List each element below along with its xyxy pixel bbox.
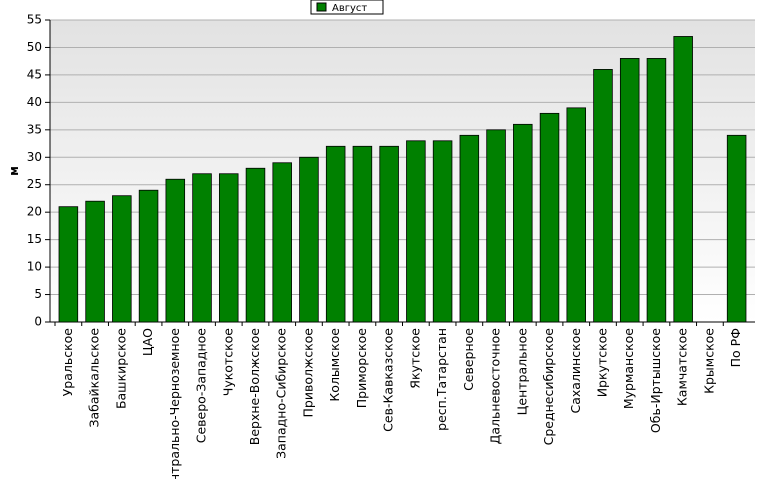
x-tick-label: По РФ: [728, 328, 743, 368]
x-tick-label: Приморское: [354, 328, 369, 409]
y-tick-label: 5: [34, 287, 42, 301]
x-tick-label: Якутское: [407, 328, 422, 389]
x-tick-label: Крымское: [701, 328, 716, 394]
bar: [619, 58, 640, 323]
y-tick-label: 20: [27, 205, 42, 219]
bar: [379, 145, 399, 323]
bar: [138, 189, 159, 323]
x-tick-label: Северо-Западное: [194, 328, 209, 444]
x-tick-label: Центральное: [514, 328, 529, 416]
x-tick-label: ЦАО: [140, 328, 155, 356]
bar: [513, 123, 533, 323]
x-tick-label: Дальневосточное: [488, 328, 503, 445]
bar: [432, 140, 453, 323]
x-tick-label: Центрально-Черноземное: [167, 328, 182, 479]
bar: [218, 173, 239, 323]
bar: [646, 58, 667, 323]
bar: [325, 145, 346, 323]
x-tick-label: Среднесибирское: [541, 328, 556, 446]
x-tick-label: Иркутское: [594, 328, 609, 398]
y-tick-label: 35: [27, 122, 42, 136]
x-tick-label: Забайкальское: [87, 328, 102, 428]
x-tick-label: Чукотское: [220, 328, 235, 397]
x-tick-label: Западно-Сибирское: [274, 328, 289, 459]
bar: [192, 173, 212, 323]
y-tick-label: 30: [27, 150, 42, 164]
x-tick-label: Приволжское: [300, 328, 315, 418]
y-tick-label: 0: [34, 315, 42, 329]
bar: [539, 112, 560, 323]
y-axis-label: м: [7, 166, 21, 176]
x-tick-label: Обь-Иртышское: [648, 328, 663, 433]
y-tick-label: 50: [27, 40, 42, 54]
bar: [593, 69, 613, 323]
bar: [85, 200, 105, 323]
bar: [566, 107, 587, 323]
bar: [245, 167, 266, 323]
legend-box: [310, 0, 384, 15]
x-tick-label: Камчатское: [675, 328, 690, 406]
bar: [459, 134, 480, 323]
y-tick-label: 25: [27, 177, 42, 191]
y-tick-label: 55: [27, 13, 42, 27]
x-tick-label: Сев-Кавказское: [381, 328, 396, 432]
legend-label: Август: [332, 3, 367, 14]
x-tick-label: Уральское: [60, 328, 75, 397]
bar: [299, 156, 319, 323]
y-tick-label: 40: [27, 95, 42, 109]
x-tick-label: Верхне-Волжское: [247, 328, 262, 446]
x-tick-label: Мурманское: [621, 328, 636, 409]
bar: [272, 162, 292, 323]
legend-swatch: [316, 2, 327, 12]
x-tick-label: Башкирское: [113, 328, 128, 409]
legend: Август: [310, 0, 384, 15]
bar: [165, 178, 186, 323]
bar: [673, 36, 693, 323]
y-tick-label: 15: [27, 232, 42, 246]
y-tick-label: 45: [27, 67, 42, 81]
x-tick-label: Колымское: [327, 328, 342, 402]
y-tick-label: 10: [27, 260, 42, 274]
x-tick-label: Северное: [461, 328, 476, 391]
bar: [726, 134, 747, 323]
bar: [58, 206, 79, 323]
bar: [352, 145, 373, 323]
bar: [112, 195, 132, 323]
bar: [486, 129, 506, 323]
x-tick-label: респ.Татарстан: [434, 328, 449, 431]
bar: [406, 140, 426, 323]
x-tick-label: Сахалинское: [568, 328, 583, 414]
